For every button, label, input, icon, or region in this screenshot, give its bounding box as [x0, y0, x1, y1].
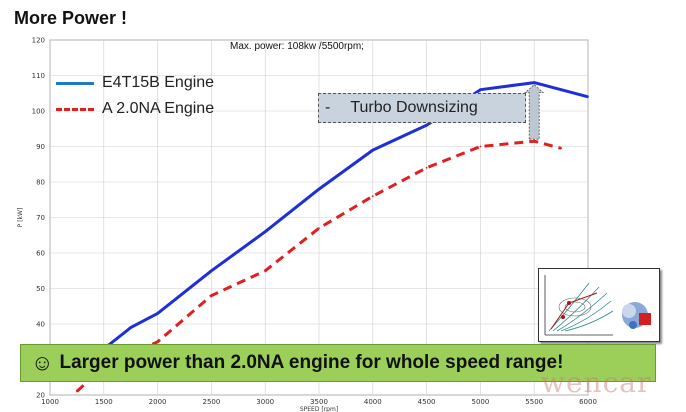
series-2-point	[156, 340, 159, 343]
y-tick-label: 90	[36, 143, 45, 151]
callout-dash: -	[325, 99, 331, 116]
compressor-map-thumbnail	[538, 268, 660, 342]
legend-swatch-series-1	[56, 81, 94, 85]
page-title: More Power !	[14, 8, 128, 28]
y-tick-label: 120	[32, 37, 45, 45]
watermark: wencar	[541, 366, 652, 399]
series-1-point	[587, 95, 589, 98]
series-2-point	[210, 294, 213, 297]
series-2-point	[479, 145, 482, 148]
chart-legend: E4T15B Engine A 2.0NA Engine	[56, 70, 214, 122]
legend-item-series-1: E4T15B Engine	[56, 70, 214, 96]
y-tick-label: 70	[36, 214, 45, 222]
y-tick-label: 60	[36, 250, 45, 258]
x-tick-label: 1000	[41, 398, 59, 406]
max-power-annotation: Max. power: 108kw /5500rpm;	[230, 41, 364, 52]
turbo-downsizing-callout: - Turbo Downsizing	[318, 93, 526, 123]
series-1-point	[425, 124, 428, 127]
x-tick-label: 5500	[525, 398, 543, 406]
series-2-point	[533, 140, 536, 143]
series-2-point	[318, 227, 320, 230]
conclusion-banner: ☺ Larger power than 2.0NA engine for who…	[20, 344, 656, 382]
series-1-point	[318, 188, 320, 191]
series-1-point	[533, 81, 536, 84]
y-tick-label: 50	[36, 285, 45, 293]
x-tick-label: 3000	[256, 398, 274, 406]
series-2-point	[264, 269, 267, 272]
series-2-point	[76, 390, 78, 393]
callout-text: Turbo Downsizing	[350, 99, 478, 116]
series-1-point	[264, 230, 267, 233]
series-2-point	[425, 166, 428, 169]
y-tick-label: 80	[36, 179, 45, 187]
x-tick-label: 2500	[202, 398, 220, 406]
x-tick-label: 5000	[471, 398, 489, 406]
x-axis-label: SPEED [rpm]	[300, 406, 338, 412]
compressor-map-illustration	[544, 275, 651, 336]
y-tick-label: 40	[36, 321, 45, 329]
y-axis-label: P [kW]	[17, 208, 24, 228]
series-1-point	[156, 312, 159, 315]
y-tick-label: 100	[32, 108, 45, 116]
x-tick-label: 4000	[364, 398, 382, 406]
legend-label-series-2: A 2.0NA Engine	[102, 100, 215, 117]
turbo-gain-arrow	[524, 84, 545, 140]
smiley-icon: ☺	[31, 350, 54, 375]
x-tick-label: 3500	[310, 398, 328, 406]
x-tick-label: 2000	[149, 398, 167, 406]
series-2-point	[560, 147, 562, 150]
y-tick-label: 20	[36, 392, 45, 400]
series-1-point	[371, 149, 374, 151]
series-1-point	[129, 326, 132, 329]
x-tick-label: 6000	[579, 398, 597, 406]
series-1-point	[479, 88, 482, 91]
series-line-1	[70, 81, 589, 379]
legend-swatch-series-2	[56, 107, 94, 111]
y-tick-label: 110	[32, 72, 45, 80]
x-tick-label: 4500	[418, 398, 436, 406]
legend-item-series-2: A 2.0NA Engine	[56, 96, 214, 122]
legend-label-series-1: E4T15B Engine	[102, 74, 215, 91]
x-tick-label: 1500	[95, 398, 113, 406]
series-1-point	[210, 269, 213, 272]
series-2-point	[371, 195, 374, 198]
banner-text: Larger power than 2.0NA engine for whole…	[59, 352, 564, 373]
